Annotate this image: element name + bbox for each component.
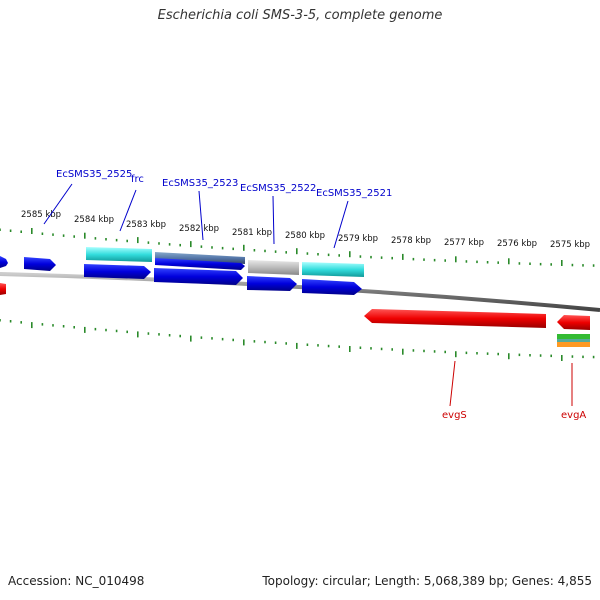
accession-text: Accession: NC_010498 <box>8 574 145 588</box>
feature-block-teal <box>557 339 590 342</box>
forward-gene-arrow <box>84 264 151 279</box>
scale-label: 2577 kbp <box>444 238 484 248</box>
label-leader <box>198 190 204 241</box>
gene-label: evgS <box>442 410 467 421</box>
feature-bar-grey <box>248 260 299 275</box>
forward-gene-arrow <box>0 256 8 268</box>
feature-bar-cyan <box>86 247 152 262</box>
inner-tick-row <box>0 319 595 361</box>
scale-label: 2582 kbp <box>179 224 219 234</box>
scale-label: 2579 kbp <box>338 234 378 244</box>
label-leader <box>43 183 73 225</box>
scale-label: 2583 kbp <box>126 220 166 230</box>
scale-label: 2584 kbp <box>74 215 114 225</box>
scale-label: 2575 kbp <box>550 240 590 250</box>
gene-label: evgA <box>561 410 586 421</box>
feature-bar-steel <box>155 252 245 264</box>
feature-block-orange <box>557 342 590 347</box>
forward-gene-arrow <box>154 268 243 285</box>
gene-label: EcSMS35_2521 <box>316 188 392 199</box>
topology-text: Topology: circular; Length: 5,068,389 bp… <box>262 574 592 588</box>
reverse-gene-arrow <box>557 315 590 330</box>
gene-label: frc <box>131 174 144 185</box>
gene-label: EcSMS35_2523 <box>162 178 238 189</box>
label-leader <box>272 195 275 245</box>
forward-gene-arrow <box>24 257 56 271</box>
forward-gene-arrow <box>155 258 245 270</box>
reverse-gene-arrow <box>364 309 546 328</box>
map-title: Escherichia coli SMS-3-5, complete genom… <box>157 8 443 23</box>
genome-backbone <box>0 272 600 312</box>
feature-block-green <box>557 334 590 339</box>
label-leader <box>449 360 456 407</box>
scale-label: 2578 kbp <box>391 236 431 246</box>
reverse-gene-arrow <box>0 283 6 295</box>
scale-label: 2576 kbp <box>497 239 537 249</box>
forward-gene-arrow <box>247 276 297 291</box>
scale-label: 2581 kbp <box>232 228 272 238</box>
label-leader <box>333 200 349 249</box>
gene-label: EcSMS35_2525 <box>56 169 132 180</box>
scale-label: 2585 kbp <box>21 210 61 220</box>
feature-bar-cyan <box>302 262 364 277</box>
scale-label: 2580 kbp <box>285 231 325 241</box>
forward-gene-arrow <box>302 279 362 295</box>
label-leader <box>119 189 137 232</box>
gene-label: EcSMS35_2522 <box>240 183 316 194</box>
outer-tick-row <box>0 228 595 267</box>
